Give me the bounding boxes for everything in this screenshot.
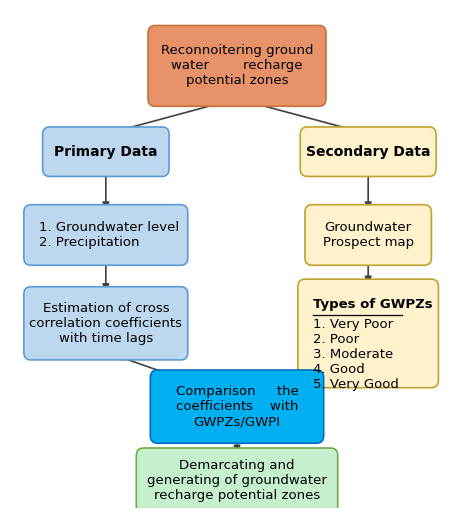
- FancyBboxPatch shape: [43, 127, 169, 176]
- FancyBboxPatch shape: [298, 279, 438, 388]
- FancyBboxPatch shape: [137, 448, 337, 511]
- Text: Secondary Data: Secondary Data: [306, 145, 430, 159]
- Text: Estimation of cross
correlation coefficients
with time lags: Estimation of cross correlation coeffici…: [29, 302, 182, 345]
- Text: Types of GWPZs: Types of GWPZs: [313, 298, 433, 311]
- Text: 1. Groundwater level
2. Precipitation: 1. Groundwater level 2. Precipitation: [39, 221, 180, 249]
- Text: 1. Very Poor
2. Poor
3. Moderate
4. Good
5. Very Good: 1. Very Poor 2. Poor 3. Moderate 4. Good…: [313, 317, 399, 390]
- Text: Demarcating and
generating of groundwater
recharge potential zones: Demarcating and generating of groundwate…: [147, 459, 327, 502]
- FancyBboxPatch shape: [24, 205, 188, 265]
- FancyBboxPatch shape: [150, 370, 324, 443]
- FancyBboxPatch shape: [24, 287, 188, 360]
- Text: Groundwater
Prospect map: Groundwater Prospect map: [323, 221, 414, 249]
- FancyBboxPatch shape: [305, 205, 431, 265]
- FancyBboxPatch shape: [148, 26, 326, 106]
- Text: Comparison     the
coefficients    with
GWPZs/GWPI: Comparison the coefficients with GWPZs/G…: [175, 385, 299, 428]
- FancyBboxPatch shape: [300, 127, 436, 176]
- Text: Reconnoitering ground
water        recharge
potential zones: Reconnoitering ground water recharge pot…: [161, 44, 313, 87]
- Text: Primary Data: Primary Data: [54, 145, 157, 159]
